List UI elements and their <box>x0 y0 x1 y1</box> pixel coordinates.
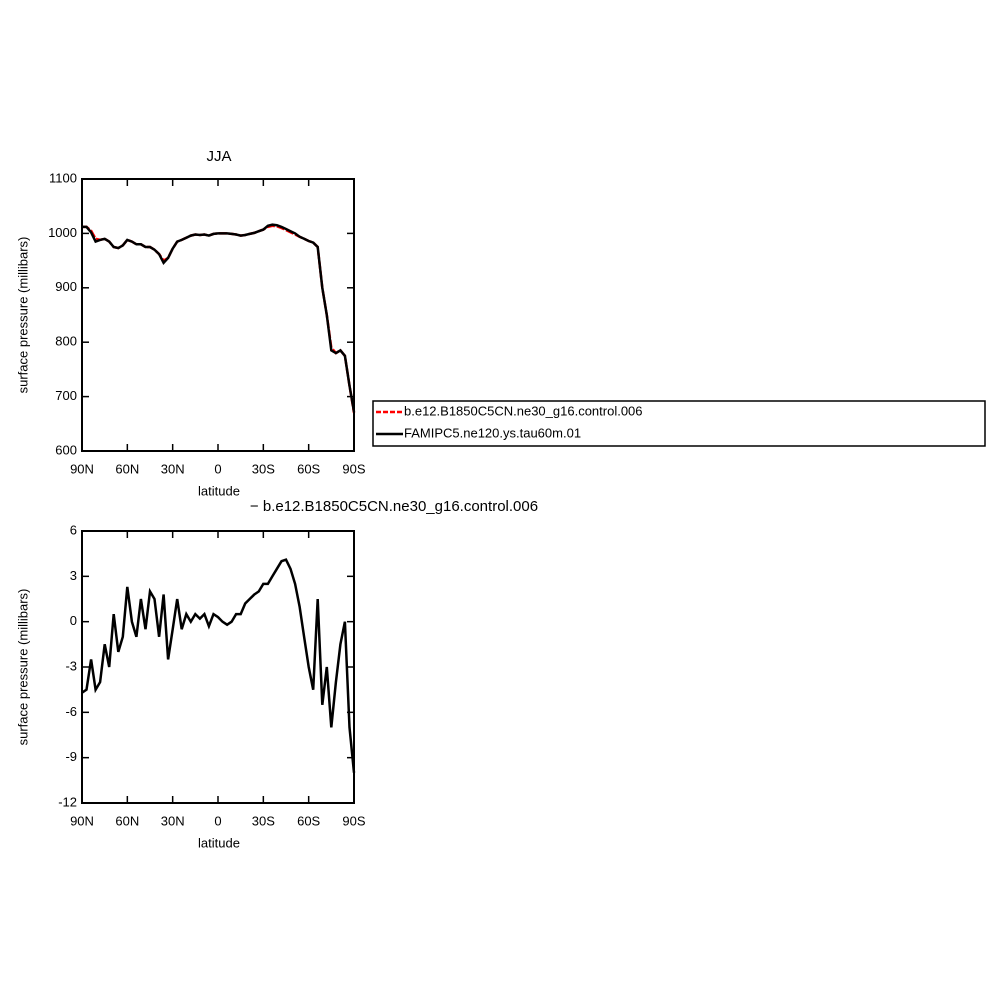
chart-title: − b.e12.B1850C5CN.ne30_g16.control.006 <box>250 498 538 515</box>
legend-label: FAMIPC5.ne120.ys.tau60m.01 <box>404 425 581 440</box>
x-tick-label: 60N <box>115 461 139 476</box>
x-tick-label: 90N <box>70 813 94 828</box>
x-tick-label: 90S <box>342 813 365 828</box>
y-tick-label: 0 <box>70 613 77 628</box>
data-line <box>81 558 356 773</box>
x-axis-label: latitude <box>198 483 240 498</box>
x-tick-label: 0 <box>214 461 221 476</box>
y-axis-label: surface pressure (millibars) <box>15 589 30 746</box>
legend-label: b.e12.B1850C5CN.ne30_g16.control.006 <box>404 403 643 418</box>
y-tick-label: 3 <box>70 568 77 583</box>
x-tick-label: 60S <box>297 461 320 476</box>
legend-box <box>372 400 986 447</box>
x-tick-label: 90S <box>342 461 365 476</box>
data-line <box>82 224 356 414</box>
y-tick-label: -12 <box>58 794 77 809</box>
x-tick-label: 60S <box>297 813 320 828</box>
chart-title: JJA <box>206 148 231 165</box>
y-tick-label: 1000 <box>48 225 77 240</box>
y-axis-label: surface pressure (millibars) <box>15 237 30 394</box>
x-tick-label: 90N <box>70 461 94 476</box>
y-tick-label: 1100 <box>49 170 77 185</box>
x-tick-label: 30S <box>252 813 275 828</box>
y-tick-label: 600 <box>55 442 77 457</box>
y-tick-label: -9 <box>65 749 77 764</box>
data-line <box>82 223 356 413</box>
plot-frame <box>81 530 355 804</box>
y-tick-label: 900 <box>55 279 77 294</box>
y-tick-label: 6 <box>70 522 77 537</box>
x-tick-label: 30S <box>252 461 275 476</box>
x-tick-label: 30N <box>161 813 185 828</box>
x-tick-label: 60N <box>115 813 139 828</box>
y-tick-label: 800 <box>55 334 77 349</box>
x-tick-label: 0 <box>214 813 221 828</box>
x-axis-label: latitude <box>198 835 240 850</box>
y-tick-label: -6 <box>65 704 77 719</box>
plot-frame <box>81 178 355 452</box>
y-tick-label: -3 <box>65 658 77 673</box>
x-tick-label: 30N <box>161 461 185 476</box>
y-tick-label: 700 <box>55 388 77 403</box>
